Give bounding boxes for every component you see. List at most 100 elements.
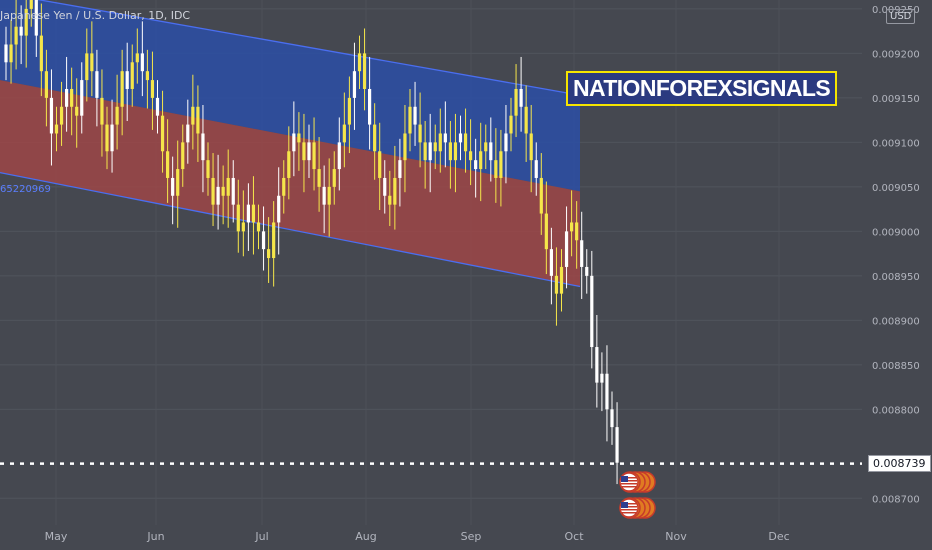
candle-body — [534, 160, 538, 178]
flag-stripe — [621, 486, 637, 488]
candle-body — [181, 142, 185, 170]
candle-body — [65, 88, 69, 107]
price-tick-label: 0.009050 — [872, 183, 920, 194]
time-tick-label: May — [45, 530, 68, 543]
candle-body — [610, 409, 614, 428]
candle-body — [160, 115, 165, 152]
price-axis[interactable]: 0.009250 0.009200 0.009150 0.009100 0.009050… — [872, 5, 920, 505]
price-tick-label: 0.008700 — [872, 494, 920, 505]
flag-stripe — [621, 477, 637, 479]
candle-body — [332, 169, 336, 187]
candle-body — [130, 62, 134, 89]
candle-body — [54, 124, 59, 134]
candle-body — [484, 142, 488, 152]
time-tick-label: Nov — [665, 530, 687, 543]
candle-body — [514, 88, 518, 116]
candle-body — [494, 160, 498, 178]
candle-body — [29, 0, 33, 9]
candle-body — [590, 275, 594, 348]
candle-body — [418, 124, 422, 143]
candle-body — [524, 106, 528, 134]
candle-body — [575, 222, 579, 241]
candle-body — [458, 133, 463, 143]
candle-body — [347, 97, 351, 125]
candle-body — [9, 44, 13, 63]
candle-body — [75, 106, 79, 116]
time-tick-label: Oct — [564, 530, 584, 543]
candle-body — [125, 71, 129, 89]
candle-body — [615, 427, 619, 463]
candle-body — [85, 53, 89, 81]
candle-body — [277, 195, 281, 223]
flag-stripe — [621, 503, 637, 505]
candle-body — [59, 106, 64, 125]
price-tick-label: 0.008900 — [872, 316, 920, 327]
candle-body — [155, 97, 160, 116]
candle-body — [383, 177, 387, 196]
candle-body — [529, 133, 533, 161]
candle-body — [80, 80, 84, 116]
candle-body — [317, 169, 321, 187]
candle-body — [236, 204, 240, 232]
channel-lower-line — [0, 171, 581, 288]
current-price-label: 0.008739 — [868, 454, 931, 472]
flag-stripe — [621, 509, 637, 511]
channel-value-label: 65220969 — [0, 184, 51, 195]
flag-canton — [621, 502, 628, 508]
candle-body — [135, 53, 139, 63]
candle-body — [600, 373, 604, 383]
candle-body — [368, 88, 372, 125]
flag-canton — [621, 476, 628, 482]
candle-body — [100, 97, 104, 125]
watermark-banner: NATIONFOREXSIGNALS — [566, 71, 838, 106]
candle-body — [378, 151, 382, 178]
candle-body — [221, 186, 225, 196]
candle-body — [44, 71, 48, 98]
currency-badge[interactable]: USD — [886, 9, 916, 24]
candle-body — [438, 133, 442, 152]
flag-stripe — [621, 483, 637, 485]
candle-body — [4, 44, 8, 63]
candle-body — [559, 266, 564, 294]
candle-body — [463, 133, 468, 152]
candle-body — [373, 124, 377, 152]
time-tick-label: Jul — [254, 530, 268, 543]
candle-body — [544, 213, 548, 250]
candle-body — [201, 133, 205, 161]
candle-body — [509, 115, 513, 134]
candle-body — [297, 133, 301, 143]
candle-body — [49, 97, 54, 134]
candle-body — [554, 275, 559, 294]
flag-stripe — [621, 512, 637, 514]
candle-body — [352, 71, 357, 98]
price-tick-label: 0.008800 — [872, 405, 920, 416]
candle-body — [580, 240, 584, 267]
event-markers[interactable] — [619, 471, 656, 519]
price-tick-label: 0.008950 — [872, 272, 920, 283]
candle-body — [39, 35, 43, 72]
candle-body — [403, 133, 407, 161]
candle-body — [186, 124, 190, 143]
candle-body — [489, 142, 493, 161]
price-tick-label: 0.008850 — [872, 361, 920, 372]
candle-body — [24, 8, 28, 36]
candle-body — [307, 142, 311, 161]
candle-body — [499, 151, 503, 178]
time-axis[interactable]: May Jun Jul Aug Sep Oct Nov Dec — [45, 530, 790, 543]
candle-body — [120, 71, 124, 107]
symbol-title: Japanese Yen / U.S. Dollar, 1D, IDC — [0, 9, 191, 22]
candle-body — [357, 53, 362, 72]
flag-stripe — [621, 506, 637, 508]
candle-body — [287, 151, 291, 178]
time-tick-label: Aug — [355, 530, 376, 543]
candle-body — [70, 88, 74, 107]
candle-body — [145, 71, 149, 81]
candle-body — [605, 373, 609, 410]
candle-body — [342, 124, 346, 143]
candle-body — [474, 160, 478, 170]
time-tick-label: Jun — [146, 530, 164, 543]
candle-body — [302, 142, 306, 161]
candle-body — [564, 231, 569, 267]
